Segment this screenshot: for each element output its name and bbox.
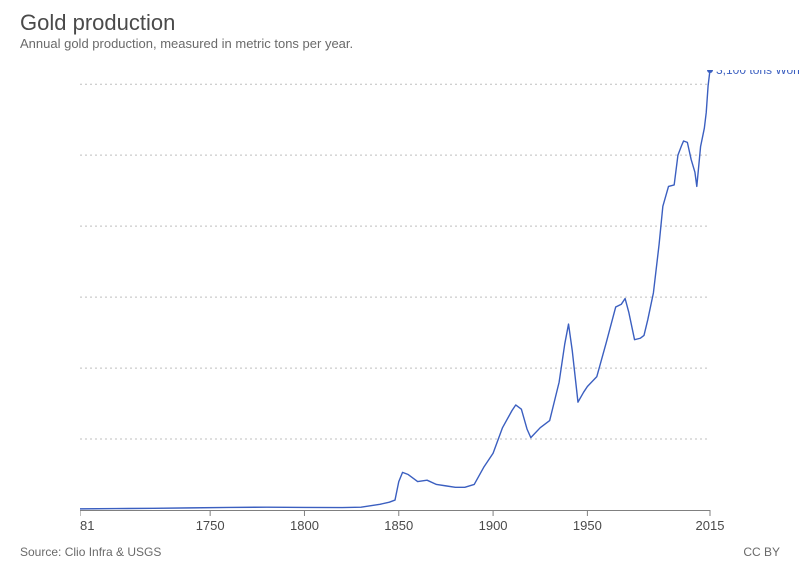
license-text: CC BY bbox=[743, 545, 780, 559]
end-point-marker bbox=[707, 70, 713, 73]
x-axis-tick-label: 1800 bbox=[290, 518, 319, 533]
x-axis-tick-label: 1750 bbox=[196, 518, 225, 533]
data-line-world bbox=[80, 70, 710, 509]
line-chart: 500 tons1,000 tons1,500 tons2,000 tons2,… bbox=[80, 70, 800, 540]
chart-subtitle: Annual gold production, measured in metr… bbox=[20, 36, 353, 51]
chart-title: Gold production bbox=[20, 10, 175, 36]
x-axis-tick-label: 1950 bbox=[573, 518, 602, 533]
source-text: Source: Clio Infra & USGS bbox=[20, 545, 161, 559]
x-axis-tick-label: 1681 bbox=[80, 518, 94, 533]
end-label: 3,100 tons World bbox=[716, 70, 800, 77]
x-axis-tick-label: 1900 bbox=[479, 518, 508, 533]
chart-container: Gold production Annual gold production, … bbox=[0, 0, 800, 565]
x-axis-tick-label: 2015 bbox=[696, 518, 725, 533]
x-axis-tick-label: 1850 bbox=[384, 518, 413, 533]
